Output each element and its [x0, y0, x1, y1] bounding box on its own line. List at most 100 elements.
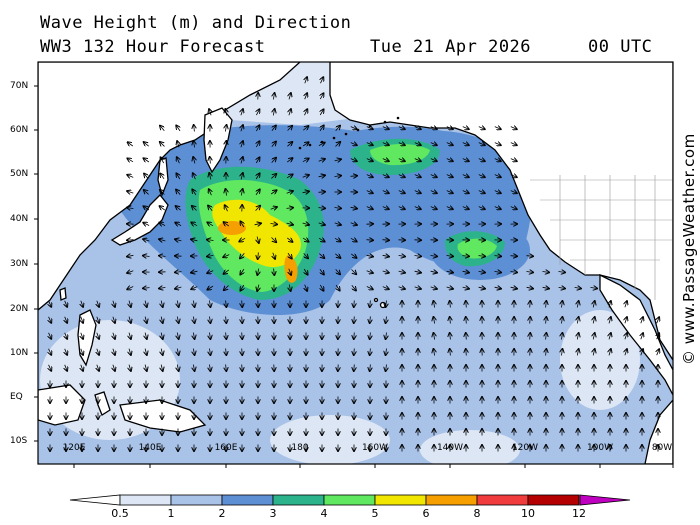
wave-direction-arrow [366, 287, 373, 290]
wave-direction-arrow [450, 333, 451, 340]
wave-direction-arrow [159, 239, 166, 241]
asia-landmass [38, 62, 301, 311]
wave-direction-arrow [593, 349, 595, 356]
japan [110, 194, 169, 246]
wave-direction-arrow [466, 349, 467, 356]
wave-direction-arrow [193, 316, 194, 324]
wave-direction-arrow [225, 205, 228, 212]
wave-direction-arrows [49, 77, 660, 452]
wave-direction-arrow [414, 207, 421, 210]
wave-direction-arrow [609, 349, 611, 356]
wave-direction-arrow [494, 191, 501, 194]
wave-direction-arrow [145, 332, 147, 340]
taiwan [59, 287, 67, 301]
wave-direction-arrow [192, 206, 197, 211]
wave-direction-arrow [398, 159, 405, 162]
wave-direction-arrow [370, 364, 371, 372]
wave-direction-arrow [433, 333, 434, 340]
wave-direction-arrow [354, 348, 355, 356]
wave-direction-arrow [625, 317, 627, 324]
hawaii [379, 301, 387, 309]
lon-label-140e: 140E [138, 443, 162, 453]
wave-direction-arrow [113, 364, 115, 372]
wave-direction-arrow [641, 333, 643, 340]
wave-direction-arrow [462, 143, 469, 146]
wave-direction-arrow [143, 239, 150, 241]
wave-direction-arrow [510, 127, 517, 130]
wave-direction-arrow [398, 271, 406, 273]
wave-direction-arrow [366, 127, 373, 130]
wave-direction-arrow [320, 268, 324, 275]
wave-direction-arrow [241, 173, 243, 180]
wave-direction-arrow [239, 238, 246, 241]
wave-direction-arrow [478, 143, 485, 146]
wave-direction-arrow [241, 189, 242, 196]
colorbar-cell [221, 494, 274, 506]
wave-direction-arrow [446, 159, 453, 162]
wave-direction-arrow [382, 159, 389, 162]
wave-direction-arrow [319, 253, 324, 259]
wave-direction-arrow [143, 288, 150, 289]
wave-direction-arrow [257, 236, 259, 244]
colorbar-cell [527, 494, 580, 506]
lon-label-160e: 160E [214, 443, 238, 453]
wave-direction-arrow [510, 207, 517, 210]
wave-direction-arrow [226, 332, 227, 340]
wave-direction-arrow [177, 141, 179, 148]
wave-direction-arrow [446, 287, 454, 289]
wave-direction-arrow [256, 109, 259, 116]
wave-direction-arrow [192, 189, 196, 196]
wave-direction-arrow [577, 317, 578, 324]
wave-direction-arrow [446, 207, 453, 210]
wave-direction-arrow [286, 238, 293, 242]
lat-label-30n: 30N [10, 259, 29, 269]
wave-direction-arrow [318, 238, 325, 242]
wave-direction-arrow [210, 316, 211, 324]
wave-direction-arrow [97, 316, 99, 324]
wave-direction-arrow [398, 127, 405, 130]
wave-direction-arrow [430, 191, 437, 194]
wave-direction-arrow [462, 127, 469, 130]
wave-direction-arrow [370, 300, 371, 308]
wave-direction-arrow [113, 316, 115, 324]
wave-direction-arrow [414, 256, 422, 257]
wave-direction-arrow [305, 284, 308, 292]
wave-direction-arrow [273, 109, 274, 116]
north-america-landmass [329, 62, 673, 362]
lat-label-60n: 60N [10, 125, 29, 135]
wave-direction-arrow [334, 159, 342, 161]
wave-direction-arrow [225, 109, 226, 116]
wave-direction-arrow [318, 223, 326, 225]
wave-direction-arrow [510, 159, 517, 162]
wave-direction-arrow [351, 269, 357, 275]
wave-direction-arrow [318, 142, 325, 145]
wave-direction-arrow [335, 269, 341, 274]
wave-direction-arrow [143, 223, 150, 226]
lon-label-120w: 120W [511, 443, 539, 453]
wave-direction-arrow [382, 255, 390, 256]
colorbar-label: 8 [473, 507, 481, 520]
wave-direction-arrow [302, 223, 310, 225]
wave-direction-arrow [657, 349, 660, 356]
wave-direction-arrow [478, 175, 485, 178]
wave-direction-arrow [334, 223, 342, 225]
wave-direction-arrow [302, 238, 309, 242]
wave-direction-arrow [305, 109, 308, 116]
wave-direction-arrow [430, 127, 437, 130]
wave-direction-arrow [350, 127, 357, 130]
wave-direction-arrow [494, 159, 501, 162]
wave-direction-arrow [334, 208, 342, 209]
wave-direction-arrow [430, 256, 438, 257]
wave-direction-arrow [240, 221, 244, 228]
wave-direction-arrow [223, 255, 230, 258]
lat-label-50n: 50N [10, 169, 29, 179]
colorbar-label: 12 [572, 507, 586, 520]
wave-direction-arrow [49, 348, 52, 355]
wave-direction-arrow [289, 268, 291, 276]
wave-direction-arrow [657, 317, 660, 324]
wave-direction-arrow [446, 191, 453, 194]
wave-direction-arrow [382, 143, 389, 146]
axis-ticks [34, 85, 674, 468]
wave-direction-arrow [494, 207, 501, 210]
wave-direction-arrow [466, 317, 467, 324]
